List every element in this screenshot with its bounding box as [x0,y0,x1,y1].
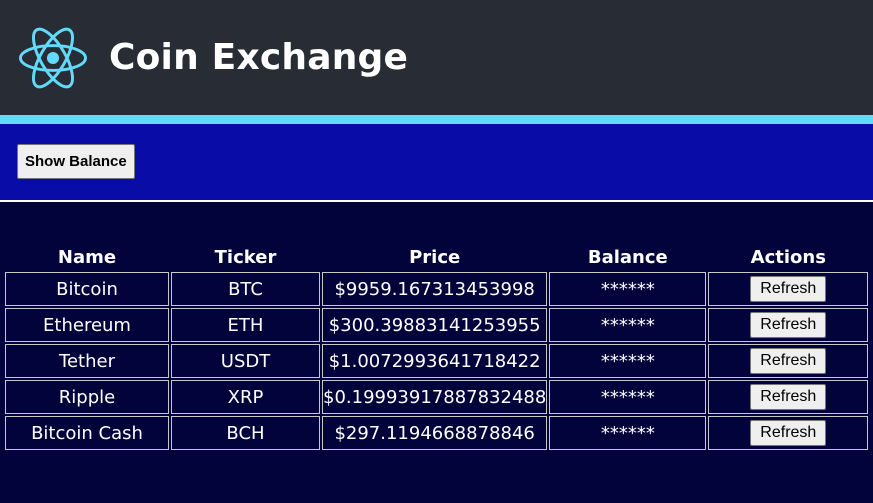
column-header-ticker: Ticker [214,246,277,268]
refresh-button[interactable]: Refresh [750,276,827,302]
refresh-button[interactable]: Refresh [750,384,827,410]
coin-actions-cell: Refresh [708,416,869,450]
column-header-price: Price [409,246,461,268]
column-header-name: Name [57,246,117,268]
coin-table: Name Ticker Price Balance Actions Bitcoi… [3,242,870,452]
table-row: Bitcoin Cash BCH $297.1194668878846 ****… [5,416,869,450]
coin-ticker-cell: BTC [171,272,320,306]
coin-price-cell: $9959.167313453998 [322,272,548,306]
coin-ticker-cell: XRP [171,380,320,414]
table-row: Bitcoin BTC $9959.167313453998 ****** Re… [5,272,869,306]
coin-actions-cell: Refresh [708,308,869,342]
coin-price-cell: $0.19993917887832488 [322,380,548,414]
coin-balance-cell: ****** [549,308,707,342]
react-atom-icon [19,27,87,88]
coin-actions-cell: Refresh [708,272,869,306]
coin-balance-cell: ****** [549,272,707,306]
refresh-button[interactable]: Refresh [750,348,827,374]
column-header-balance: Balance [587,246,668,268]
coin-balance-cell: ****** [549,380,707,414]
coin-name-cell: Bitcoin Cash [5,416,169,450]
coin-name-cell: Ripple [5,380,169,414]
table-row: Tether USDT $1.0072993641718422 ****** R… [5,344,869,378]
app-header: Coin Exchange [0,0,873,115]
coin-ticker-cell: ETH [171,308,320,342]
coin-ticker-cell: BCH [171,416,320,450]
coin-actions-cell: Refresh [708,344,869,378]
refresh-button[interactable]: Refresh [750,420,827,446]
coin-ticker-cell: USDT [171,344,320,378]
coin-name-cell: Bitcoin [5,272,169,306]
coin-price-cell: $300.39883141253955 [322,308,548,342]
table-row: Ripple XRP $0.19993917887832488 ****** R… [5,380,869,414]
coin-name-cell: Tether [5,344,169,378]
refresh-button[interactable]: Refresh [750,312,827,338]
accent-bar [0,115,873,124]
app-title: Coin Exchange [109,37,409,78]
coin-price-cell: $297.1194668878846 [322,416,548,450]
table-row: Ethereum ETH $300.39883141253955 ****** … [5,308,869,342]
show-balance-button[interactable]: Show Balance [17,144,135,179]
coin-price-cell: $1.0072993641718422 [322,344,548,378]
coin-name-cell: Ethereum [5,308,169,342]
table-header-row: Name Ticker Price Balance Actions [5,244,868,270]
column-header-actions: Actions [750,246,826,268]
coin-balance-cell: ****** [549,416,707,450]
coin-actions-cell: Refresh [708,380,869,414]
balance-section: Show Balance [0,124,873,202]
coin-balance-cell: ****** [549,344,707,378]
